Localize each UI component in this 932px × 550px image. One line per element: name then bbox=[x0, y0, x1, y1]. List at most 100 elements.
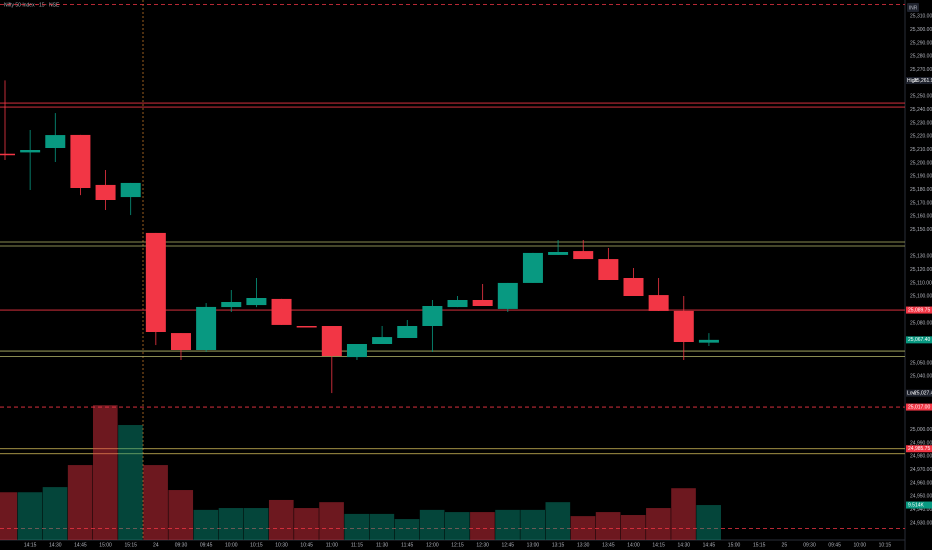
candle-body bbox=[0, 153, 15, 156]
currency-label[interactable]: INR bbox=[909, 5, 918, 11]
y-tick-label: 24,990.00 bbox=[910, 440, 932, 446]
y-tick-label: 25,150.00 bbox=[910, 227, 932, 233]
candle-body bbox=[120, 182, 141, 198]
y-tick-label: 24,940.00 bbox=[910, 507, 932, 513]
x-tick-label: 13:45 bbox=[602, 542, 615, 548]
price-label-tag: Low bbox=[907, 390, 917, 396]
y-tick-label: 24,970.00 bbox=[910, 467, 932, 473]
y-tick-label: 25,280.00 bbox=[910, 54, 932, 60]
x-tick-label: 11:45 bbox=[401, 542, 413, 548]
y-tick-label: 25,230.00 bbox=[910, 120, 932, 126]
price-label-bg bbox=[906, 389, 932, 397]
volume-bar bbox=[67, 465, 93, 540]
volume-bar bbox=[268, 499, 294, 540]
y-tick-label: 25,300.00 bbox=[910, 27, 932, 33]
y-tick-label: 25,050.00 bbox=[910, 360, 932, 366]
volume-layer bbox=[0, 405, 721, 540]
x-tick-label: 09:45 bbox=[828, 542, 841, 548]
x-tick-label: 10:00 bbox=[225, 542, 238, 548]
volume-bar bbox=[470, 512, 495, 540]
volume-bar bbox=[696, 505, 721, 540]
y-tick-label: 25,210.00 bbox=[910, 147, 932, 153]
y-tick-label: 25,270.00 bbox=[910, 67, 932, 73]
volume-bar bbox=[243, 508, 269, 540]
volume-bar bbox=[646, 508, 671, 540]
volume-bar bbox=[444, 512, 470, 540]
x-tick-label: 10:45 bbox=[300, 542, 313, 548]
volume-bar bbox=[319, 502, 344, 540]
y-tick-label: 25,240.00 bbox=[910, 107, 932, 113]
x-tick-label: 15:00 bbox=[728, 542, 741, 548]
candle-body bbox=[397, 326, 418, 338]
y-tick-label: 25,080.00 bbox=[910, 320, 932, 326]
y-tick-label: 24,950.00 bbox=[910, 494, 932, 500]
volume-label: 9.514K bbox=[908, 502, 925, 508]
x-tick-label: 12:45 bbox=[502, 542, 515, 548]
x-tick-label: 14:45 bbox=[74, 542, 87, 548]
candle-layer bbox=[0, 80, 719, 394]
candle-body bbox=[497, 282, 518, 309]
x-tick-label: 14:15 bbox=[24, 542, 37, 548]
volume-bar bbox=[17, 492, 43, 540]
x-tick-label: 09:30 bbox=[803, 542, 816, 548]
x-tick-label: 12:00 bbox=[426, 542, 439, 548]
y-tick-label: 25,190.00 bbox=[910, 174, 932, 180]
volume-bar bbox=[419, 509, 445, 540]
volume-bar bbox=[671, 488, 696, 540]
candle-body bbox=[422, 306, 443, 326]
candle-body bbox=[221, 302, 242, 308]
x-tick-label: 15:15 bbox=[124, 542, 137, 548]
x-tick-label: 14:00 bbox=[627, 542, 640, 548]
y-tick-label: 25,180.00 bbox=[910, 187, 932, 193]
x-tick-label: 10:00 bbox=[854, 542, 867, 548]
candle-body bbox=[346, 344, 367, 358]
y-tick-label: 25,130.00 bbox=[910, 254, 932, 260]
price-label: 25,017.00 bbox=[908, 404, 930, 410]
candle-body bbox=[598, 259, 619, 280]
volume-bar bbox=[520, 509, 546, 540]
price-label-bg bbox=[906, 403, 932, 411]
candle-body bbox=[95, 184, 116, 200]
volume-bar bbox=[369, 513, 395, 540]
candle-body bbox=[321, 326, 342, 356]
x-tick-label: 12:30 bbox=[476, 542, 489, 548]
volume-bar bbox=[92, 405, 118, 540]
x-tick-label: 24 bbox=[153, 542, 159, 548]
price-label-bg bbox=[906, 77, 932, 85]
x-tick-label: 10:30 bbox=[275, 542, 288, 548]
price-label-bg bbox=[906, 445, 932, 453]
candle-body bbox=[673, 310, 694, 342]
x-tick-label: 14:30 bbox=[49, 542, 62, 548]
y-tick-label: 24,960.00 bbox=[910, 480, 932, 486]
candle-body bbox=[648, 295, 669, 311]
volume-bar bbox=[545, 502, 571, 540]
y-tick-label: 25,290.00 bbox=[910, 40, 932, 46]
volume-bar bbox=[218, 508, 244, 540]
x-tick-label: 10:15 bbox=[879, 542, 892, 548]
candle-body bbox=[698, 339, 719, 343]
volume-bar bbox=[495, 509, 520, 540]
lines-layer bbox=[0, 4, 905, 529]
candle-body bbox=[623, 278, 644, 296]
candle-body bbox=[20, 150, 41, 153]
volume-bar bbox=[344, 513, 370, 540]
axis-layer: 25,310.00 25,300.00 25,290.00 25,280.00 25,2… bbox=[24, 14, 932, 548]
currency-button[interactable] bbox=[907, 3, 919, 12]
x-tick-label: 13:30 bbox=[577, 542, 590, 548]
volume-bar bbox=[143, 465, 168, 540]
x-tick-label: 11:00 bbox=[326, 542, 338, 548]
price-label: 25,261.90 bbox=[914, 78, 932, 84]
y-tick-label: 24,980.00 bbox=[910, 454, 932, 460]
x-tick-label: 09:45 bbox=[200, 542, 213, 548]
y-tick-label: 25,310.00 bbox=[910, 14, 932, 20]
y-tick-label: 25,120.00 bbox=[910, 267, 932, 273]
volume-bar bbox=[620, 515, 646, 540]
volume-bar bbox=[595, 512, 621, 540]
candle-body bbox=[472, 300, 493, 306]
y-tick-label: 24,930.00 bbox=[910, 520, 932, 526]
x-tick-label: 09:30 bbox=[175, 542, 188, 548]
x-tick-label: 15:00 bbox=[99, 542, 112, 548]
price-label-tag: High bbox=[907, 78, 918, 84]
candle-body bbox=[548, 252, 569, 255]
